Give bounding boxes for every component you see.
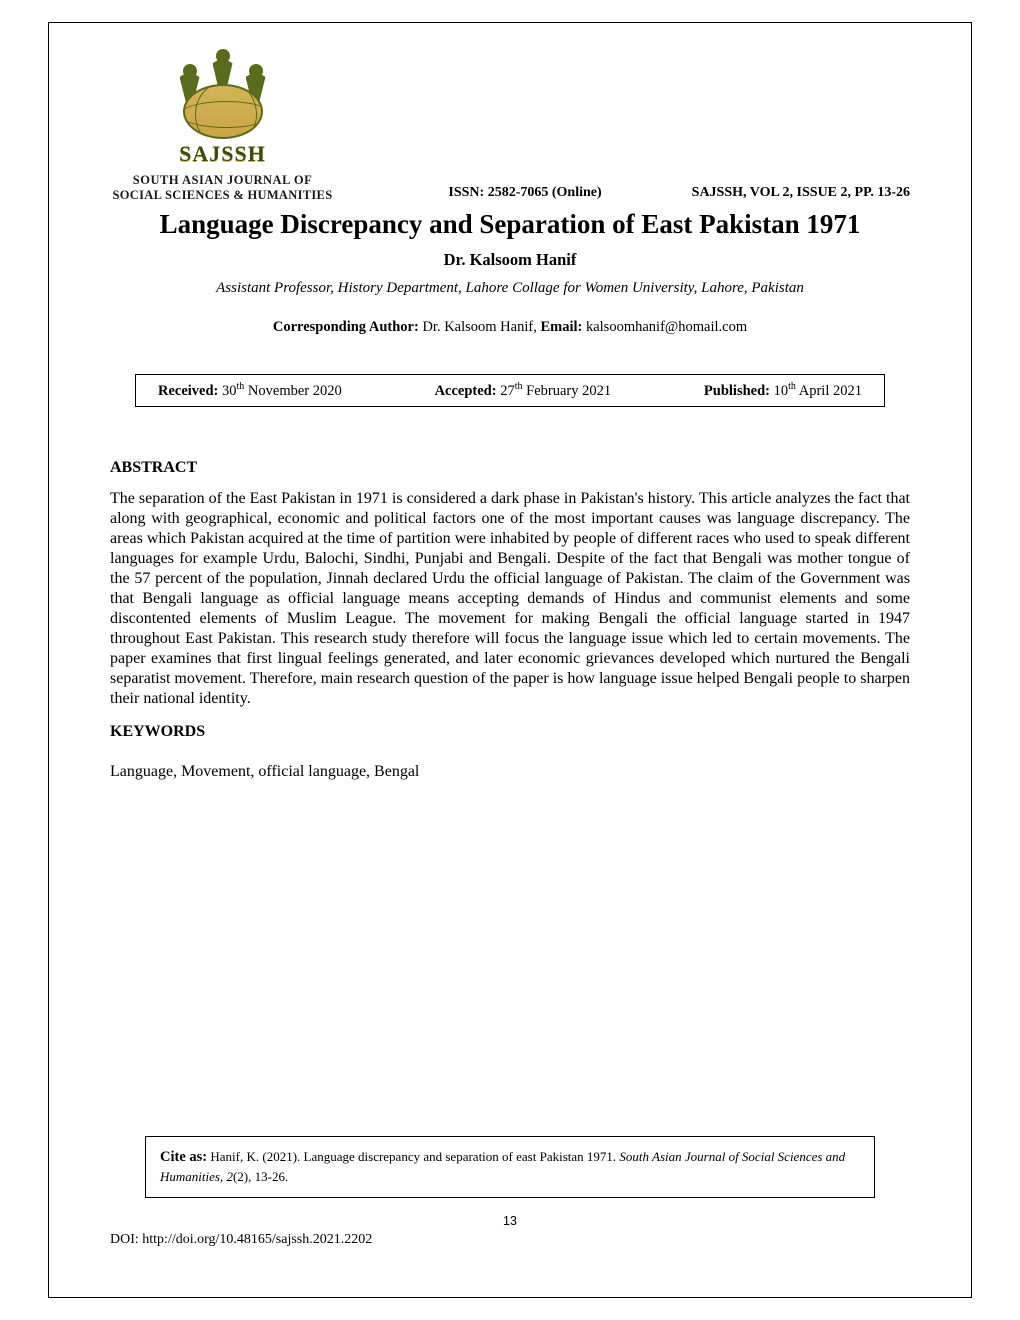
issn: ISSN: 2582-7065 (Online) bbox=[448, 185, 601, 201]
doi: DOI: http://doi.org/10.48165/sajssh.2021… bbox=[110, 1232, 372, 1248]
cite-label: Cite as: bbox=[160, 1149, 207, 1165]
article-title: Language Discrepancy and Separation of E… bbox=[110, 209, 910, 240]
cite-text-2: (2), 13-26. bbox=[233, 1169, 288, 1184]
keywords-heading: KEYWORDS bbox=[110, 723, 910, 741]
received-date: Received: 30th November 2020 bbox=[158, 381, 342, 400]
published-date: Published: 10th April 2021 bbox=[704, 381, 862, 400]
logo-globe-icon bbox=[183, 84, 263, 139]
author-affiliation: Assistant Professor, History Department,… bbox=[110, 280, 910, 297]
journal-logo-block: SAJSSH SOUTH ASIAN JOURNAL OF SOCIAL SCI… bbox=[110, 34, 335, 203]
page-content: SAJSSH SOUTH ASIAN JOURNAL OF SOCIAL SCI… bbox=[110, 34, 910, 1270]
page-number: 13 bbox=[110, 1214, 910, 1228]
cite-text-1: Hanif, K. (2021). Language discrepancy a… bbox=[210, 1149, 619, 1164]
corresponding-author: Corresponding Author: Dr. Kalsoom Hanif,… bbox=[110, 319, 910, 336]
issn-label: ISSN: bbox=[448, 185, 484, 200]
keywords-text: Language, Movement, official language, B… bbox=[110, 763, 910, 781]
issn-value: 2582-7065 (Online) bbox=[488, 185, 602, 200]
journal-logo-icon bbox=[153, 34, 293, 149]
dates-box: Received: 30th November 2020 Accepted: 2… bbox=[135, 374, 885, 407]
email-label: Email: bbox=[540, 319, 582, 335]
logo-subtitle-1: SOUTH ASIAN JOURNAL OF bbox=[110, 173, 335, 188]
accepted-date: Accepted: 27th February 2021 bbox=[435, 381, 612, 400]
abstract-heading: ABSTRACT bbox=[110, 459, 910, 477]
corresponding-name: Dr. Kalsoom Hanif, bbox=[422, 319, 536, 335]
abstract-text: The separation of the East Pakistan in 1… bbox=[110, 489, 910, 709]
corresponding-label: Corresponding Author: bbox=[273, 319, 419, 335]
cite-as-box: Cite as: Hanif, K. (2021). Language disc… bbox=[145, 1136, 875, 1198]
author-name: Dr. Kalsoom Hanif bbox=[110, 250, 910, 270]
header-row: SAJSSH SOUTH ASIAN JOURNAL OF SOCIAL SCI… bbox=[110, 34, 910, 203]
header-meta: ISSN: 2582-7065 (Online) SAJSSH, VOL 2, … bbox=[448, 185, 910, 203]
volume-citation: SAJSSH, VOL 2, ISSUE 2, PP. 13-26 bbox=[692, 185, 910, 201]
logo-subtitle-2: SOCIAL SCIENCES & HUMANITIES bbox=[110, 188, 335, 203]
corresponding-email: kalsoomhanif@homail.com bbox=[586, 319, 747, 335]
